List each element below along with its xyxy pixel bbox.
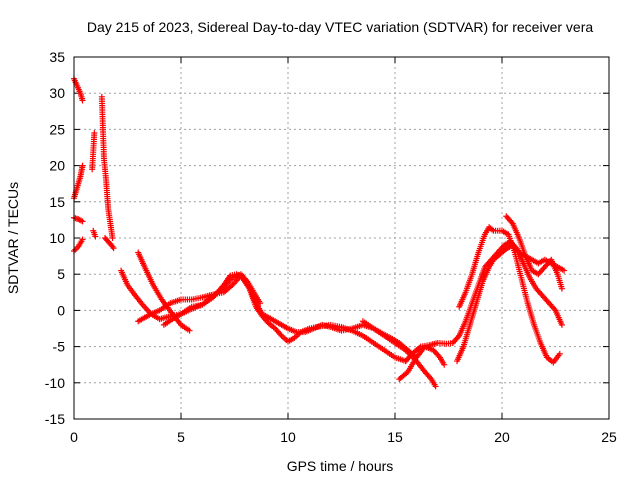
- plot-frame: [73, 56, 610, 420]
- data-point: [441, 361, 448, 368]
- y-tick-label: -15: [45, 411, 65, 427]
- y-tick-label: 30: [49, 85, 65, 101]
- data-point: [92, 233, 99, 240]
- data-point: [89, 166, 96, 173]
- series-track-G: [98, 93, 116, 241]
- data-point: [79, 218, 86, 225]
- y-tick-label: 10: [49, 230, 65, 246]
- series-track-Q: [456, 224, 563, 366]
- data-point: [186, 327, 193, 334]
- x-tick-label: 25: [601, 429, 617, 445]
- x-tick-label: 10: [280, 429, 296, 445]
- data-point: [558, 285, 565, 292]
- data-point: [561, 267, 568, 274]
- y-tick-label: 25: [49, 121, 65, 137]
- y-tick-label: -5: [53, 339, 66, 355]
- series-track-H: [102, 235, 117, 252]
- series-track-F: [90, 227, 99, 240]
- y-tick-label: 0: [57, 302, 65, 318]
- data-point: [109, 235, 116, 241]
- series-track-N: [396, 343, 448, 383]
- y-tick-label: 15: [49, 194, 65, 210]
- data-point: [79, 236, 86, 243]
- data-point: [110, 245, 117, 252]
- data-point: [558, 321, 565, 328]
- y-tick-labels: -15 -10 -5 0 5 10 15 20 25 30 35: [45, 49, 65, 427]
- y-tick-label: 35: [49, 49, 65, 65]
- data-point: [79, 162, 86, 169]
- chart-title: Day 215 of 2023, Sidereal Day-to-day VTE…: [87, 19, 593, 35]
- data-point: [556, 350, 563, 357]
- x-tick-label: 15: [387, 429, 403, 445]
- series-track-R: [503, 213, 565, 292]
- series-track-L: [160, 271, 420, 361]
- data-point: [432, 383, 439, 390]
- axis-ticks: [73, 56, 610, 420]
- x-axis-label: GPS time / hours: [287, 458, 394, 474]
- x-tick-label: 20: [494, 429, 510, 445]
- x-tick-labels: 0 5 10 15 20 25: [70, 429, 617, 445]
- series-track-E: [89, 130, 98, 173]
- y-tick-label: 20: [49, 158, 65, 174]
- y-tick-label: -10: [45, 375, 65, 391]
- x-tick-label: 5: [177, 429, 185, 445]
- data-point: [79, 97, 86, 104]
- data-points: [71, 75, 568, 390]
- y-tick-label: 5: [57, 266, 65, 282]
- y-axis-label: SDTVAR / TECUs: [5, 182, 21, 294]
- x-tick-label: 0: [70, 429, 78, 445]
